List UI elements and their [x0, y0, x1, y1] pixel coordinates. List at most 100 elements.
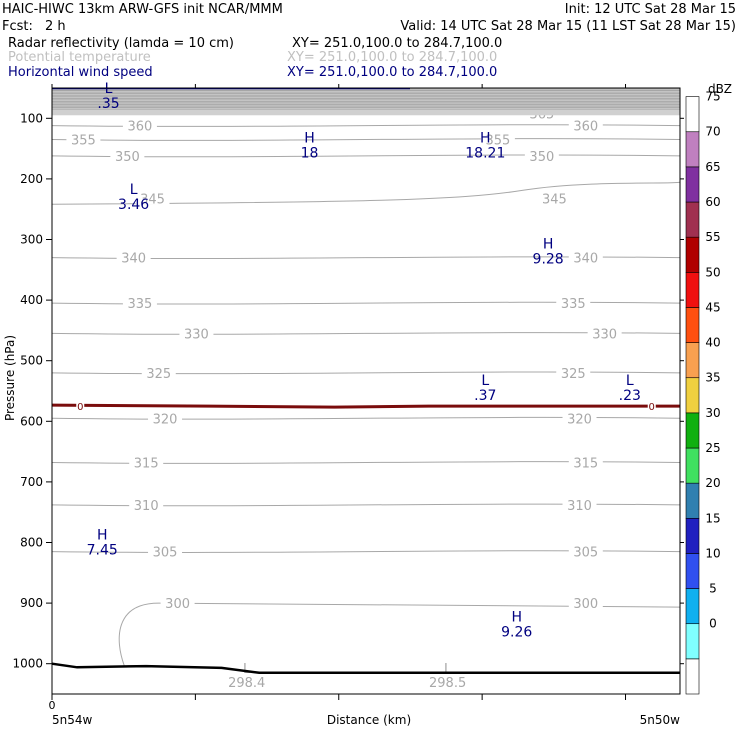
theta-label-340: 340: [573, 252, 598, 267]
freezing-label-bg: [647, 401, 656, 412]
theta-label-bg: [587, 325, 622, 340]
wind-extremum-value: 18: [301, 146, 319, 162]
colorbar-tick-label: 65: [705, 160, 720, 174]
theta-label-bg: [129, 496, 164, 511]
theta-label-315: 315: [134, 457, 159, 472]
plot-frame: [51, 87, 681, 695]
theta-label-bg: [129, 454, 164, 469]
terrain-surface: [51, 662, 680, 675]
colorbar-tick-label: 15: [705, 511, 720, 525]
y-tick-label: 100: [20, 111, 43, 125]
wind-extremum-value: 9.28: [533, 252, 564, 268]
theta-label-340: 340: [121, 252, 146, 267]
theta-label-bg: [179, 325, 214, 340]
colorbar-box: [685, 307, 700, 343]
colorbar-box: [685, 166, 700, 203]
theta-label-bg: [122, 295, 157, 310]
theta-label-330: 330: [184, 327, 209, 342]
wind-extremum-type: L: [626, 373, 634, 389]
theta-contour-300: [118, 602, 681, 666]
colorbar-tick-label: 20: [705, 476, 720, 490]
colorbar-box: [685, 377, 700, 414]
field-theta-xy: XY= 251.0,100.0 to 284.7,100.0: [287, 50, 497, 65]
colorbar-tick-label: 45: [705, 300, 720, 314]
colorbar-box: [685, 588, 700, 625]
theta-extremum-value: 298.5: [429, 676, 466, 691]
theta-label-350: 350: [529, 150, 554, 165]
wind-extremum-type: H: [543, 237, 554, 253]
header-valid: Valid: 14 UTC Sat 28 Mar 15 (11 LST Sat …: [400, 19, 736, 34]
wind-extremum-value: .35: [97, 96, 119, 112]
theta-label-bg: [141, 364, 176, 379]
theta-label-bg: [480, 131, 515, 146]
y-tick-label: 900: [20, 596, 43, 610]
colorbar-box: [685, 412, 700, 449]
header-title: HAIC-HIWC 13km ARW-GFS init NCAR/MMM: [2, 2, 283, 17]
theta-label-355: 355: [71, 134, 96, 149]
theta-label-350: 350: [115, 150, 140, 165]
colorbar-tick-label: 70: [705, 125, 720, 139]
theta-label-bg: [556, 295, 591, 310]
theta-label-bg: [568, 249, 603, 264]
colorbar-box: [685, 623, 700, 660]
colorbar-tick-label: 5: [709, 582, 717, 596]
terrain-line: [51, 662, 680, 675]
colorbar-box: [685, 517, 700, 554]
theta-label-330: 330: [592, 327, 617, 342]
theta-label-310: 310: [567, 499, 592, 514]
theta-label-bg: [160, 595, 195, 610]
y-tick-label: 800: [20, 536, 43, 550]
stratosphere-contour-band: [52, 87, 680, 116]
theta-label-325: 325: [561, 367, 586, 382]
header-fcst-label: Fcst:: [2, 19, 33, 34]
theta-label-bg: [562, 410, 597, 425]
colorbar-tick-label: 10: [705, 546, 720, 560]
x-tick-label-0: 0: [49, 699, 56, 712]
theta-label-305: 305: [153, 546, 178, 561]
colorbar-box: [685, 482, 700, 519]
theta-label-300: 300: [573, 597, 598, 612]
theta-label-315: 315: [573, 457, 598, 472]
theta-contour-345: [51, 181, 681, 205]
x-left-label: 5n54w: [52, 713, 93, 727]
freezing-label-bg: [76, 401, 85, 412]
x-right-label: 5n50w: [640, 713, 681, 727]
header-init: Init: 12 UTC Sat 28 Mar 15: [565, 2, 736, 17]
colorbar-tick-label: 50: [705, 265, 720, 279]
wind-extrema: L.35H18H18.21L3.46H9.28L.37L.23H7.45H9.2…: [87, 81, 641, 640]
field-reflectivity-name: Radar reflectivity (lamda = 10 cm): [8, 36, 234, 51]
theta-label-320: 320: [153, 412, 178, 427]
wind-extremum-type: H: [480, 131, 491, 147]
theta-label-320: 320: [567, 412, 592, 427]
theta-extremum-value: 298.4: [228, 676, 265, 691]
colorbar-tick-label: 30: [705, 406, 720, 420]
y-tick-label: 1000: [12, 657, 43, 671]
theta-label-bg: [562, 496, 597, 511]
wind-extremum-type: H: [97, 528, 108, 544]
field-theta-name: Potential temperature: [8, 50, 151, 65]
colorbar-box: [685, 201, 700, 238]
y-tick-label: 500: [20, 354, 43, 368]
wind-extremum-type: L: [481, 373, 489, 389]
wind-extremum-value: 7.45: [87, 543, 118, 559]
theta-label-305: 305: [573, 546, 598, 561]
colorbar-box: [685, 658, 700, 695]
theta-extremum-type: L: [243, 662, 251, 677]
axes: 100 200 300 400 500 600 700 800 900 1000: [12, 84, 684, 700]
wind-extremum-type: L: [105, 81, 113, 97]
colorbar-box: [685, 447, 700, 484]
theta-label-345: 345: [140, 192, 165, 207]
header-fcst-value: 2 h: [45, 19, 66, 34]
theta-contour-355: [51, 138, 681, 141]
colorbar-box: [685, 342, 700, 379]
theta-label-345: 345: [542, 192, 567, 207]
wind-extremum-type: L: [130, 182, 138, 198]
wind-extremum-type: H: [304, 131, 315, 147]
theta-label-bg: [568, 543, 603, 558]
y-axis-label: Pressure (hPa): [3, 335, 17, 421]
colorbar-tick-label: 60: [705, 195, 720, 209]
theta-label-bg: [568, 117, 603, 132]
theta-contours: 3653603603553553503503453453403403353353…: [51, 105, 681, 691]
